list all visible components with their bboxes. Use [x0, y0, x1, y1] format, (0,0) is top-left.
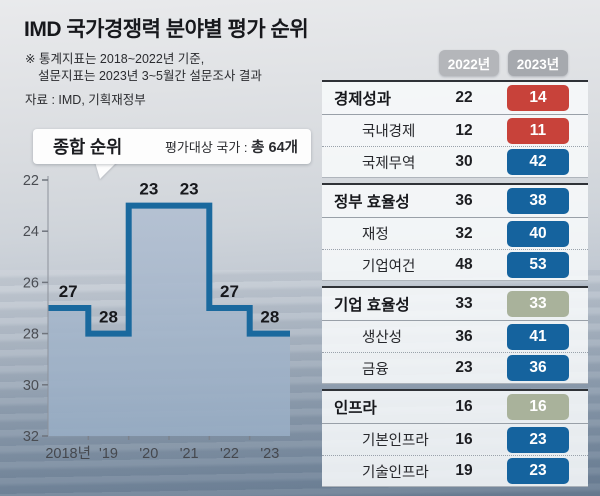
y-tick-label: 24: [23, 224, 39, 240]
rank-2022: 16: [455, 398, 473, 415]
row-label: 국내경제: [362, 124, 416, 140]
rank-2023-badge: 16: [507, 394, 569, 420]
y-tick-label: 32: [23, 429, 39, 445]
rank-2023-badge: 36: [507, 355, 569, 381]
rank-2023-badge: 23: [507, 458, 569, 484]
data-value-label: 23: [180, 180, 199, 199]
data-value-label: 28: [99, 308, 118, 327]
footnotes: ※ 통계지표는 2018~2022년 기준, 설문지표는 2023년 3~5월간…: [25, 51, 262, 85]
x-tick-label: '20: [139, 446, 158, 462]
x-tick-label: '23: [260, 446, 279, 462]
table-row: 기업 효율성 33 33: [322, 288, 588, 321]
column-header-2023: 2023년: [508, 50, 568, 76]
rank-2022: 30: [455, 153, 473, 170]
row-label: 국제무역: [362, 155, 416, 172]
row-label: 경제성과: [334, 91, 392, 108]
evaluated-countries-note: 평가대상 국가 : 총 64개: [165, 136, 311, 157]
table-row: 정부 효율성 36 38: [322, 185, 588, 218]
rank-2022: 36: [455, 192, 473, 209]
row-label: 금융: [362, 361, 389, 378]
column-header-2022: 2022년: [439, 50, 499, 76]
footnote-line2: 설문지표는 2023년 3~5월간 설문조사 결과: [38, 69, 262, 83]
rank-2022: 16: [455, 430, 473, 448]
table-group-business-efficiency: 기업 효율성 33 33 생산성 36 41 금융 23 36: [322, 286, 588, 384]
header: IMD 국가경쟁력 분야별 평가 순위: [24, 13, 309, 43]
x-tick-label: '22: [220, 446, 239, 462]
rank-2022: 12: [455, 121, 473, 139]
y-tick-label: 22: [23, 173, 39, 189]
rank-2022: 19: [455, 462, 473, 479]
data-value-label: 27: [59, 282, 78, 301]
table-row: 기본인프라 16 23: [322, 424, 588, 455]
rank-2023-badge: 40: [507, 220, 569, 247]
category-ranking-table: 2022년 2023년 경제성과 22 14 국내경제 12 11 국제무역 3…: [322, 50, 588, 492]
table-row: 인프라 16 16: [322, 391, 588, 424]
row-label: 기본인프라: [362, 433, 429, 449]
step-line: [48, 202, 290, 337]
trend-chart-svg: 22 24 26 28 30 32 2018년 '19 '20 '21 '22 '23 27 28 23 23…: [23, 173, 290, 462]
y-tick-label: 28: [23, 327, 39, 343]
table-group-infrastructure: 인프라 16 16 기본인프라 16 23 기술인프라 19 23: [322, 389, 588, 487]
rank-2023-badge: 11: [507, 117, 569, 144]
table-row: 금융 23 36: [322, 352, 588, 383]
data-value-label: 27: [220, 282, 239, 301]
row-label: 기업 효율성: [334, 297, 410, 314]
x-tick-label: '19: [99, 446, 118, 462]
evaluated-countries-value: 총 64개: [251, 140, 298, 156]
table-row: 경제성과 22 14: [322, 82, 588, 115]
rank-2023-badge: 33: [507, 291, 569, 317]
step-area-fill: [48, 205, 290, 436]
row-label: 재정: [362, 227, 389, 243]
rank-2023-badge: 14: [507, 85, 569, 111]
table-row: 국제무역 30 42: [322, 146, 588, 177]
table-row: 기업여건 48 53: [322, 249, 588, 280]
ranking-trend-chart: 22 24 26 28 30 32 2018년 '19 '20 '21 '22 '23 27 28 23 23…: [18, 166, 303, 491]
row-label: 인프라: [334, 400, 377, 417]
rank-2022: 32: [455, 224, 473, 242]
rank-2022: 33: [455, 295, 473, 312]
table-row: 기술인프라 19 23: [322, 455, 588, 486]
rank-2023-badge: 41: [507, 323, 569, 350]
source-credit: 자료 : IMD, 기획재정부: [25, 93, 146, 107]
chart-axes: [42, 176, 251, 440]
evaluated-countries-label: 평가대상 국가 :: [164, 140, 252, 155]
chart-title-bubble: 종합 순위: [53, 137, 123, 157]
rank-2022: 36: [455, 327, 473, 345]
rank-2022: 22: [455, 89, 473, 106]
rank-2023-badge: 23: [507, 426, 569, 453]
table-row: 생산성 36 41: [322, 321, 588, 352]
rank-2022: 23: [455, 359, 473, 376]
y-tick-label: 26: [23, 275, 39, 291]
table-group-government-efficiency: 정부 효율성 36 38 재정 32 40 기업여건 48 53: [322, 183, 588, 281]
row-label: 기업여건: [362, 258, 416, 275]
chart-legend-strip: 종합 순위 평가대상 국가 : 총 64개: [33, 129, 311, 164]
row-label: 기술인프라: [362, 464, 429, 481]
x-tick-label: 2018년: [45, 445, 91, 462]
table-header: 2022년 2023년: [322, 50, 588, 80]
rank-2023-badge: 53: [507, 252, 569, 278]
bubble-tail: [95, 162, 117, 179]
data-value-label: 23: [139, 180, 158, 199]
table-row: 국내경제 12 11: [322, 115, 588, 146]
rank-2023-badge: 42: [507, 149, 569, 175]
chart-labels: 22 24 26 28 30 32 2018년 '19 '20 '21 '22 '23 27 28 23 23…: [23, 173, 279, 462]
data-value-label: 28: [260, 308, 279, 327]
page-title: IMD 국가경쟁력 분야별 평가 순위: [24, 18, 309, 41]
row-label: 생산성: [362, 330, 403, 346]
table-row: 재정 32 40: [322, 218, 588, 249]
x-tick-label: '21: [180, 446, 199, 462]
rank-2022: 48: [455, 256, 473, 273]
table-group-economic-performance: 경제성과 22 14 국내경제 12 11 국제무역 30 42: [322, 80, 588, 178]
y-tick-label: 30: [23, 378, 39, 394]
footnote-line1: ※ 통계지표는 2018~2022년 기준,: [25, 52, 205, 66]
rank-2023-badge: 38: [507, 188, 569, 214]
row-label: 정부 효율성: [334, 194, 410, 211]
